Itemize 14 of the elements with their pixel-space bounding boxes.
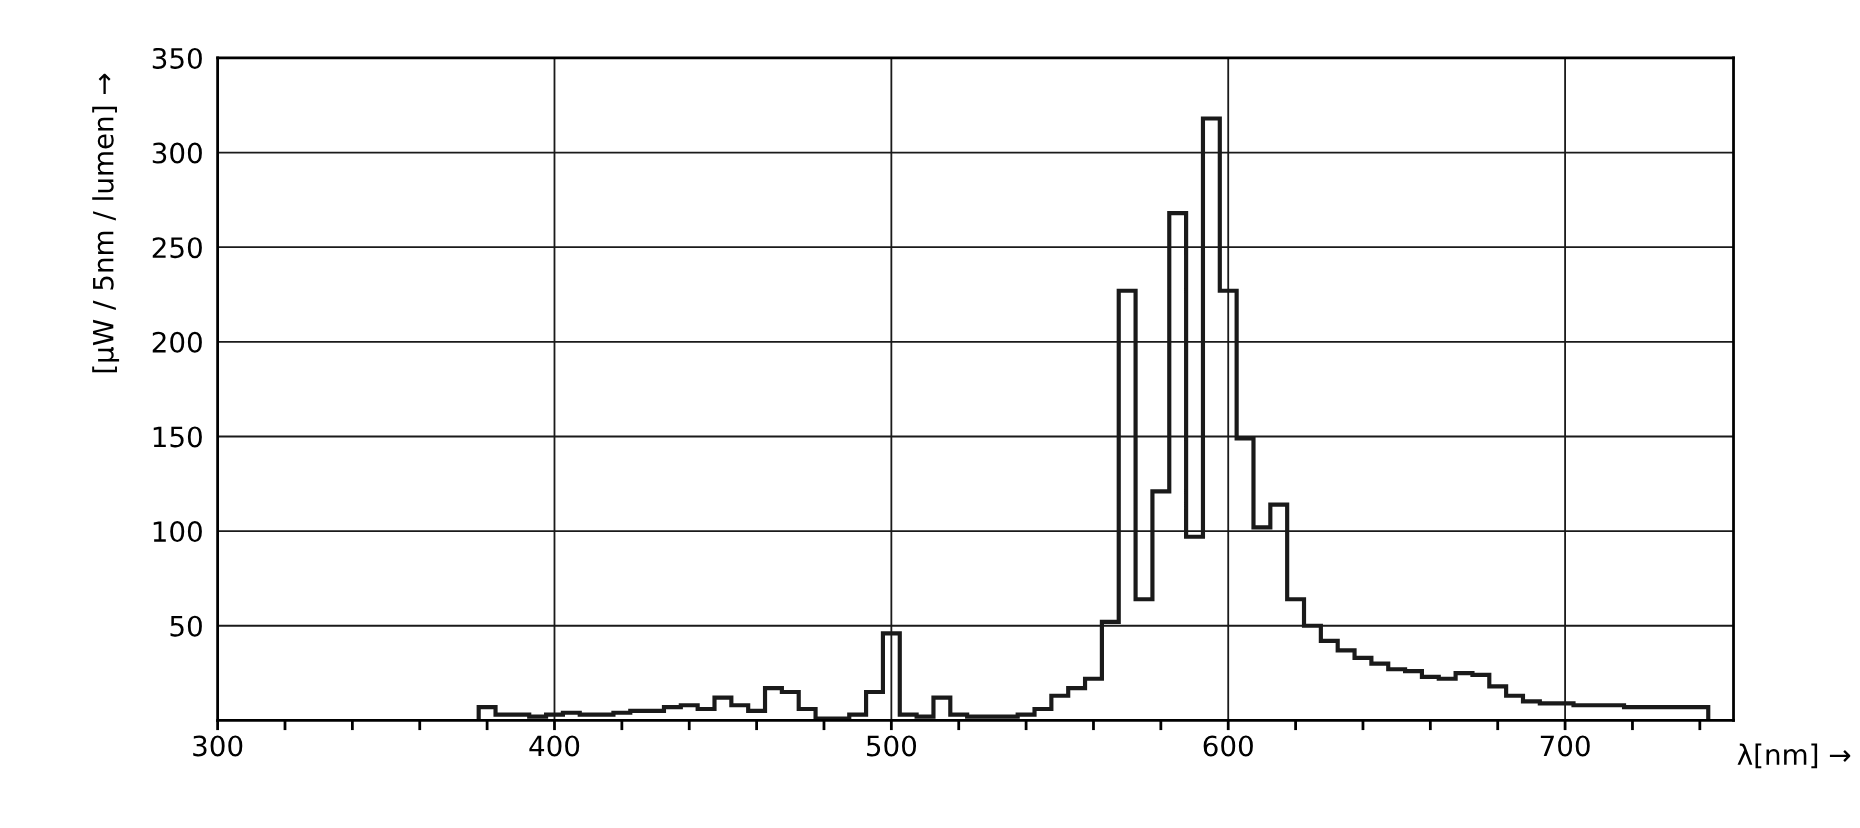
- y-tick-label: 300: [152, 142, 202, 164]
- x-axis-title: λ[nm] →: [1737, 743, 1851, 769]
- x-tick-label: 500: [866, 735, 917, 757]
- y-tick-label: 200: [152, 331, 202, 353]
- x-tick-label: 600: [1203, 735, 1253, 757]
- x-tick-label: 300: [193, 735, 243, 757]
- x-tick-label: 700: [1540, 735, 1590, 757]
- y-tick-label: 100: [153, 521, 202, 543]
- y-axis-title: [μW / 5nm / lumen] →: [92, 73, 120, 373]
- x-tick-label: 400: [529, 735, 580, 757]
- y-tick-label: 50: [170, 615, 202, 637]
- y-tick-label: 150: [153, 426, 202, 448]
- y-tick-label: 350: [152, 47, 202, 69]
- y-tick-label: 250: [152, 237, 202, 259]
